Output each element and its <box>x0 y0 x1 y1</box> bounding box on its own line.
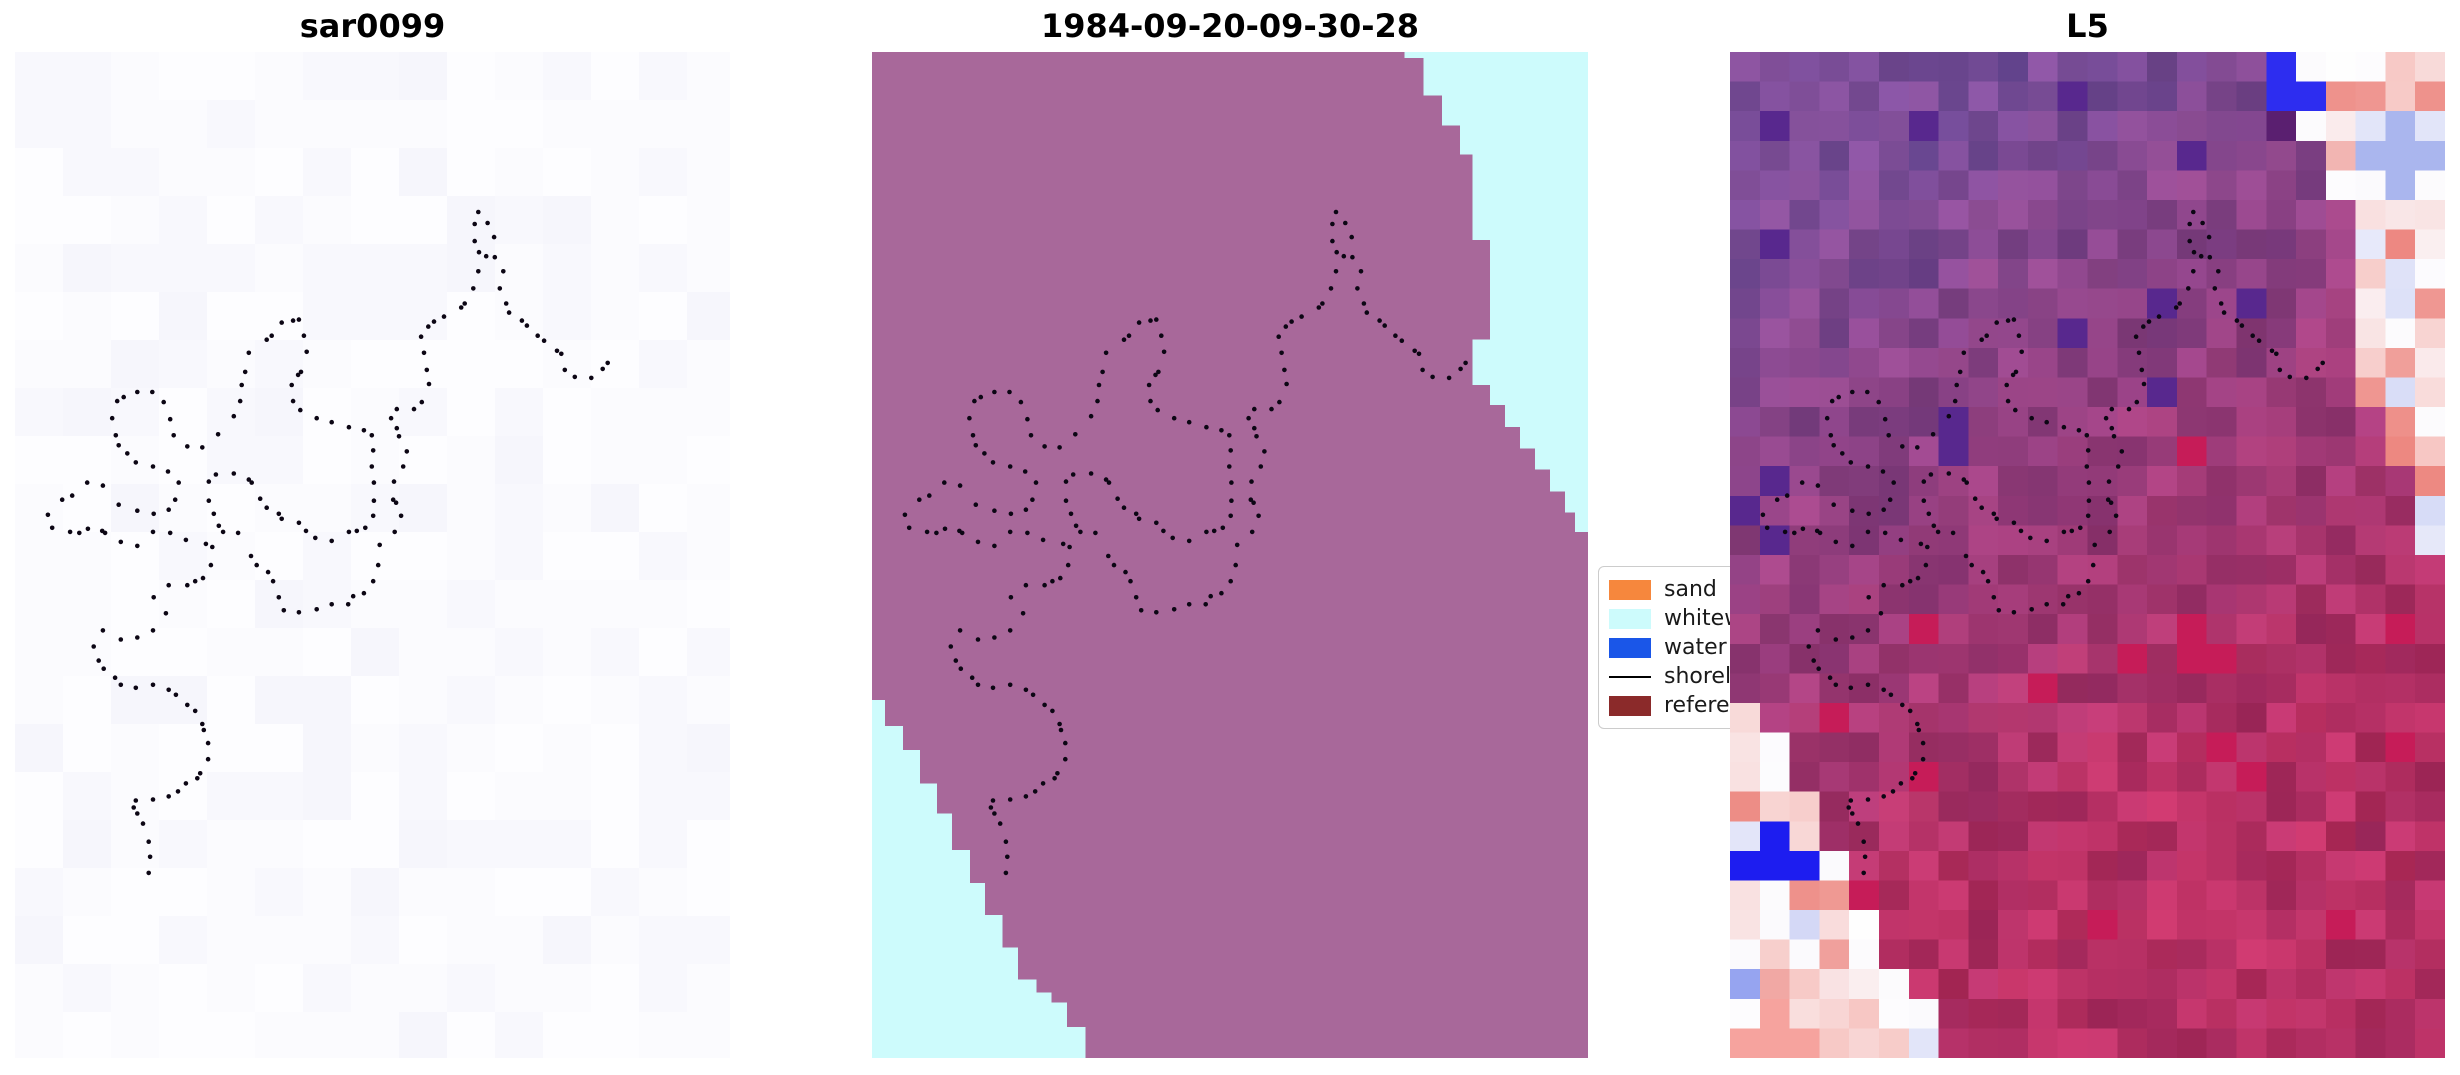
legend-entry-water: water <box>1609 633 1839 662</box>
panel-classified-image <box>872 52 1588 1058</box>
panel-l5-image <box>1730 52 2445 1058</box>
panel-sar0099-image <box>15 52 730 1058</box>
legend-swatch-water <box>1609 637 1651 658</box>
panel-title-sar0099: sar0099 <box>299 7 446 45</box>
legend-swatch-reference <box>1609 695 1651 716</box>
legend-line-shoreline <box>1609 667 1651 687</box>
panel-title-l5: L5 <box>2066 7 2109 45</box>
legend-label: sand <box>1664 577 1717 602</box>
legend-swatch-sand <box>1609 579 1651 600</box>
panel-title-date: 1984-09-20-09-30-28 <box>1040 7 1420 45</box>
legend-entry-sand: sand <box>1609 575 1839 604</box>
legend-label: water <box>1664 635 1727 660</box>
legend-swatch-whitewater <box>1609 608 1651 629</box>
